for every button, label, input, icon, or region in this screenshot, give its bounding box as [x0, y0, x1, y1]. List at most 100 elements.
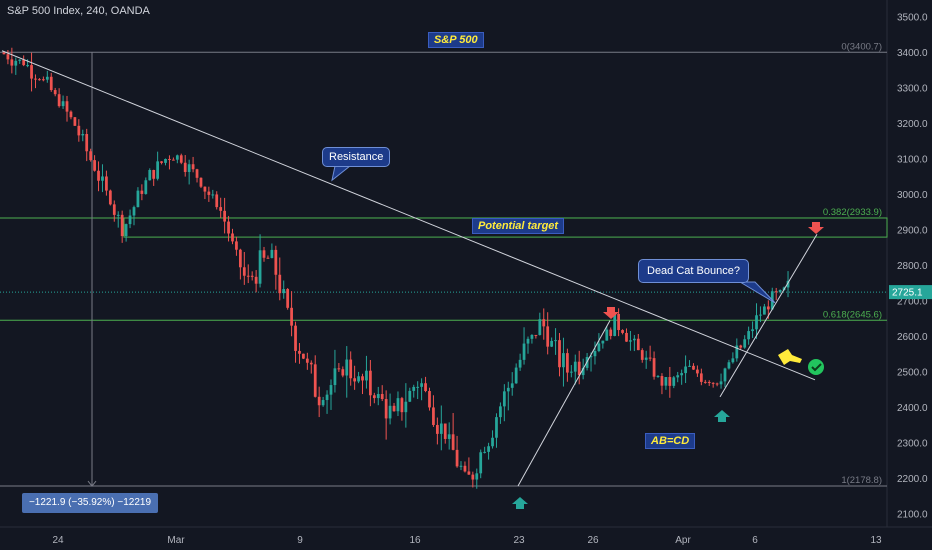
candle-body [175, 155, 179, 160]
check-mark-icon [811, 363, 822, 372]
candle-body [246, 275, 250, 277]
candle-body [321, 400, 325, 406]
candle-body [250, 275, 254, 277]
candle-body [325, 394, 329, 401]
measure-arrow [87, 480, 97, 487]
candle-body [550, 340, 554, 347]
candle-body [211, 194, 215, 196]
candle-body [424, 383, 427, 392]
candle-body [179, 155, 183, 163]
candle-body [215, 194, 219, 208]
candle-body [298, 350, 301, 354]
candle-body [723, 368, 727, 382]
x-tick-label: 23 [513, 535, 525, 546]
candle-body [763, 306, 766, 315]
candle-body [581, 367, 585, 376]
candle-body [290, 307, 293, 326]
candle-body [755, 315, 758, 330]
candle-body [302, 353, 305, 359]
candle-body [416, 386, 420, 388]
chart-title: S&P 500 Index, 240, OANDA [7, 5, 150, 17]
measure-box: −1221.9 (−35.92%) −12219 [22, 493, 158, 513]
candle-body [333, 368, 337, 386]
candle-body [621, 330, 624, 333]
candle-body [61, 101, 65, 107]
candle-body [223, 210, 226, 222]
candle-body [365, 370, 368, 381]
candle-body [483, 451, 487, 453]
abcd-leg-cd [719, 234, 818, 398]
candle-body [172, 159, 175, 161]
candle-body [73, 117, 77, 126]
candle-body [538, 319, 542, 335]
candle-body [258, 250, 262, 284]
up-arrow-icon [714, 410, 730, 422]
candle-body [759, 314, 762, 316]
candle-body [148, 170, 152, 181]
candle-body [455, 449, 459, 467]
y-tick-label: 2800.0 [897, 261, 928, 272]
candle-body [672, 377, 676, 386]
fib-level-label: 0.382(2933.9) [823, 207, 882, 218]
candle-body [660, 376, 664, 386]
x-tick-label: Apr [675, 535, 691, 546]
candle-body [617, 313, 620, 331]
fib-level-label: 0(3400.7) [841, 41, 882, 52]
y-tick-label: 3300.0 [897, 84, 928, 95]
candle-body [412, 386, 416, 391]
candle-body [573, 361, 577, 372]
x-tick-label: 9 [297, 535, 303, 546]
candle-body [605, 329, 609, 341]
candle-body [569, 371, 573, 373]
candle-body [116, 214, 120, 216]
candle-body [81, 134, 85, 136]
y-tick-label: 2200.0 [897, 474, 928, 485]
candle-body [739, 345, 743, 348]
candle-body [597, 343, 601, 352]
candle-body [372, 395, 376, 399]
candle-body [396, 398, 400, 412]
candle-body [447, 434, 451, 439]
candle-body [707, 381, 711, 383]
candle-body [463, 465, 467, 472]
candle-body [542, 319, 546, 327]
x-tick-label: 6 [752, 535, 758, 546]
candle-body [207, 191, 211, 195]
candle-body [420, 383, 423, 387]
candle-body [305, 358, 309, 363]
candle-body [183, 162, 187, 172]
candle-body [77, 125, 81, 136]
candle-body [41, 79, 45, 81]
candle-body [57, 94, 61, 107]
candle-body [14, 60, 18, 66]
candle-body [530, 334, 534, 339]
candle-body [443, 423, 447, 439]
candle-body [349, 359, 353, 379]
y-tick-label: 3000.0 [897, 190, 928, 201]
potential-target-label: Potential target [472, 218, 565, 234]
candle-body [30, 65, 33, 79]
candle-body [270, 249, 274, 258]
candle-body [747, 331, 751, 340]
current-price-tag [889, 285, 932, 300]
y-tick-label: 3200.0 [897, 119, 928, 130]
candle-body [786, 280, 790, 288]
candle-body [140, 190, 144, 194]
candle-body [108, 190, 112, 205]
candle-body [613, 313, 617, 336]
candle-body [219, 207, 223, 211]
candle-body [731, 358, 735, 363]
candle-body [124, 224, 128, 237]
y-tick-label: 2400.0 [897, 403, 928, 414]
candle-body [89, 151, 93, 161]
candle-body [400, 398, 404, 413]
candle-body [369, 370, 372, 396]
candle-body [26, 65, 29, 67]
candle-body [317, 396, 321, 406]
candle-body [112, 204, 116, 215]
y-tick-label: 2700.0 [897, 297, 928, 308]
candle-body [132, 207, 136, 216]
abcd-leg-ab [517, 320, 611, 487]
candle-body [692, 365, 695, 370]
